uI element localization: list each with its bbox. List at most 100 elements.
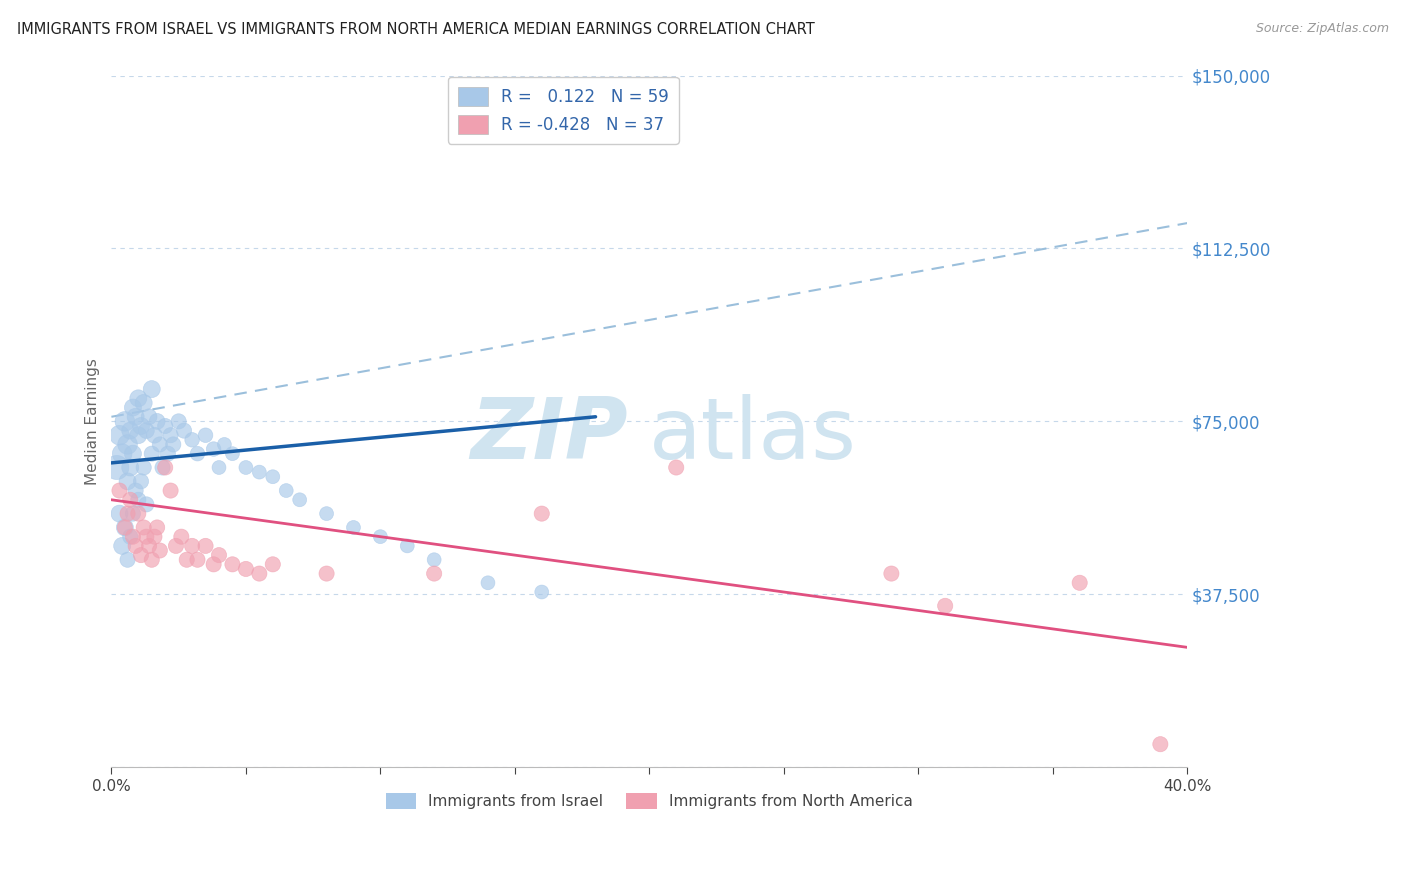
Point — [181, 539, 204, 553]
Point — [120, 424, 142, 438]
Point — [315, 507, 337, 521]
Point — [127, 507, 149, 521]
Point — [162, 437, 184, 451]
Point — [129, 475, 152, 489]
Point — [530, 585, 553, 599]
Text: ZIP: ZIP — [470, 393, 628, 476]
Legend: Immigrants from Israel, Immigrants from North America: Immigrants from Israel, Immigrants from … — [380, 787, 920, 815]
Point — [156, 447, 179, 461]
Point — [208, 548, 231, 562]
Point — [114, 520, 136, 534]
Point — [127, 428, 149, 442]
Point — [127, 492, 149, 507]
Point — [1069, 575, 1091, 590]
Point — [165, 539, 187, 553]
Point — [143, 530, 166, 544]
Point — [159, 428, 181, 442]
Point — [208, 460, 231, 475]
Point — [170, 530, 193, 544]
Point — [146, 520, 169, 534]
Point — [108, 507, 131, 521]
Point — [934, 599, 956, 613]
Point — [124, 483, 146, 498]
Point — [247, 465, 270, 479]
Point — [214, 437, 236, 451]
Point — [477, 575, 499, 590]
Point — [111, 447, 134, 461]
Point — [194, 539, 217, 553]
Point — [124, 539, 146, 553]
Point — [135, 424, 157, 438]
Point — [108, 483, 131, 498]
Point — [120, 460, 142, 475]
Point — [186, 447, 208, 461]
Point — [129, 548, 152, 562]
Point — [247, 566, 270, 581]
Point — [276, 483, 298, 498]
Point — [120, 492, 142, 507]
Point — [149, 437, 172, 451]
Point — [111, 539, 134, 553]
Point — [146, 414, 169, 428]
Point — [135, 530, 157, 544]
Point — [127, 392, 149, 406]
Point — [117, 437, 139, 451]
Point — [186, 553, 208, 567]
Point — [141, 382, 163, 396]
Point — [423, 566, 446, 581]
Point — [202, 558, 225, 572]
Point — [262, 469, 284, 483]
Point — [530, 507, 553, 521]
Point — [176, 553, 198, 567]
Point — [370, 530, 392, 544]
Point — [122, 447, 145, 461]
Point — [114, 414, 136, 428]
Point — [262, 558, 284, 572]
Text: IMMIGRANTS FROM ISRAEL VS IMMIGRANTS FROM NORTH AMERICA MEDIAN EARNINGS CORRELAT: IMMIGRANTS FROM ISRAEL VS IMMIGRANTS FRO… — [17, 22, 814, 37]
Point — [342, 520, 364, 534]
Point — [105, 460, 128, 475]
Point — [221, 558, 243, 572]
Point — [141, 447, 163, 461]
Point — [117, 507, 139, 521]
Point — [423, 553, 446, 567]
Point — [149, 543, 172, 558]
Point — [221, 447, 243, 461]
Point — [396, 539, 419, 553]
Point — [135, 497, 157, 511]
Point — [235, 460, 257, 475]
Point — [202, 442, 225, 456]
Point — [153, 419, 176, 434]
Point — [153, 460, 176, 475]
Point — [117, 553, 139, 567]
Point — [132, 396, 155, 410]
Point — [132, 460, 155, 475]
Text: Source: ZipAtlas.com: Source: ZipAtlas.com — [1256, 22, 1389, 36]
Point — [159, 483, 181, 498]
Text: atlas: atlas — [650, 393, 858, 476]
Point — [108, 428, 131, 442]
Point — [143, 428, 166, 442]
Point — [194, 428, 217, 442]
Point — [117, 475, 139, 489]
Point — [173, 424, 195, 438]
Point — [181, 433, 204, 447]
Point — [122, 507, 145, 521]
Point — [122, 530, 145, 544]
Point — [122, 401, 145, 415]
Point — [167, 414, 190, 428]
Point — [288, 492, 311, 507]
Point — [138, 409, 160, 424]
Point — [315, 566, 337, 581]
Point — [129, 419, 152, 434]
Y-axis label: Median Earnings: Median Earnings — [86, 358, 100, 485]
Point — [1149, 737, 1171, 751]
Point — [132, 520, 155, 534]
Point — [235, 562, 257, 576]
Point — [138, 539, 160, 553]
Point — [114, 520, 136, 534]
Point — [120, 530, 142, 544]
Point — [152, 460, 174, 475]
Point — [880, 566, 903, 581]
Point — [124, 409, 146, 424]
